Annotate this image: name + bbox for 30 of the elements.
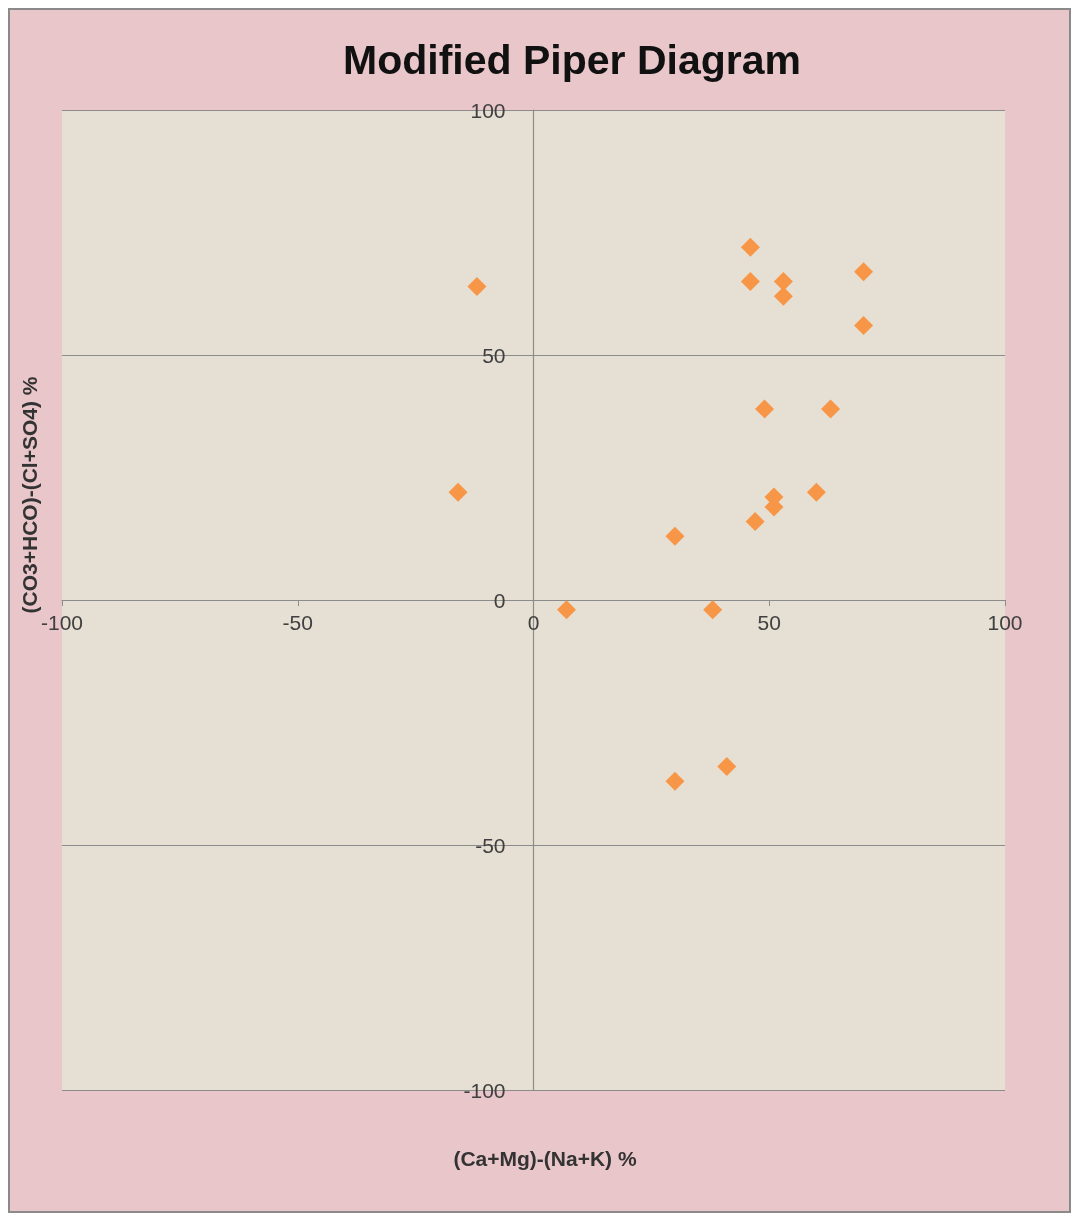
y-tick-label: -100 (463, 1078, 506, 1102)
point (740, 272, 760, 291)
point (773, 272, 793, 291)
point (755, 399, 775, 419)
x-tick-label: -100 (40, 611, 84, 634)
y-axis-title: (CO3+HCO)-(Cl+SO4) % (18, 376, 41, 614)
x-tick-label: 100 (987, 611, 1023, 634)
point (806, 482, 826, 502)
point (665, 526, 685, 546)
point (557, 600, 577, 620)
point (740, 237, 760, 257)
point (717, 757, 737, 777)
x-axis-title: (Ca+Mg)-(Na+K) % (453, 1147, 637, 1170)
chart-title: Modified Piper Diagram (343, 36, 801, 83)
point (821, 399, 841, 419)
point (448, 482, 468, 502)
point (854, 262, 874, 282)
point (854, 316, 874, 336)
point (745, 512, 765, 532)
y-tick-label: 100 (470, 98, 506, 122)
y-tick-label: 0 (493, 588, 506, 612)
point (467, 276, 487, 296)
y-tick-label: -50 (475, 833, 506, 857)
x-tick-label: 0 (527, 611, 540, 634)
y-tick-label: 50 (482, 343, 506, 367)
point (703, 600, 723, 620)
point (665, 771, 685, 791)
x-tick-label: 50 (757, 611, 781, 634)
x-tick-label: -50 (282, 611, 313, 634)
point (773, 286, 793, 306)
